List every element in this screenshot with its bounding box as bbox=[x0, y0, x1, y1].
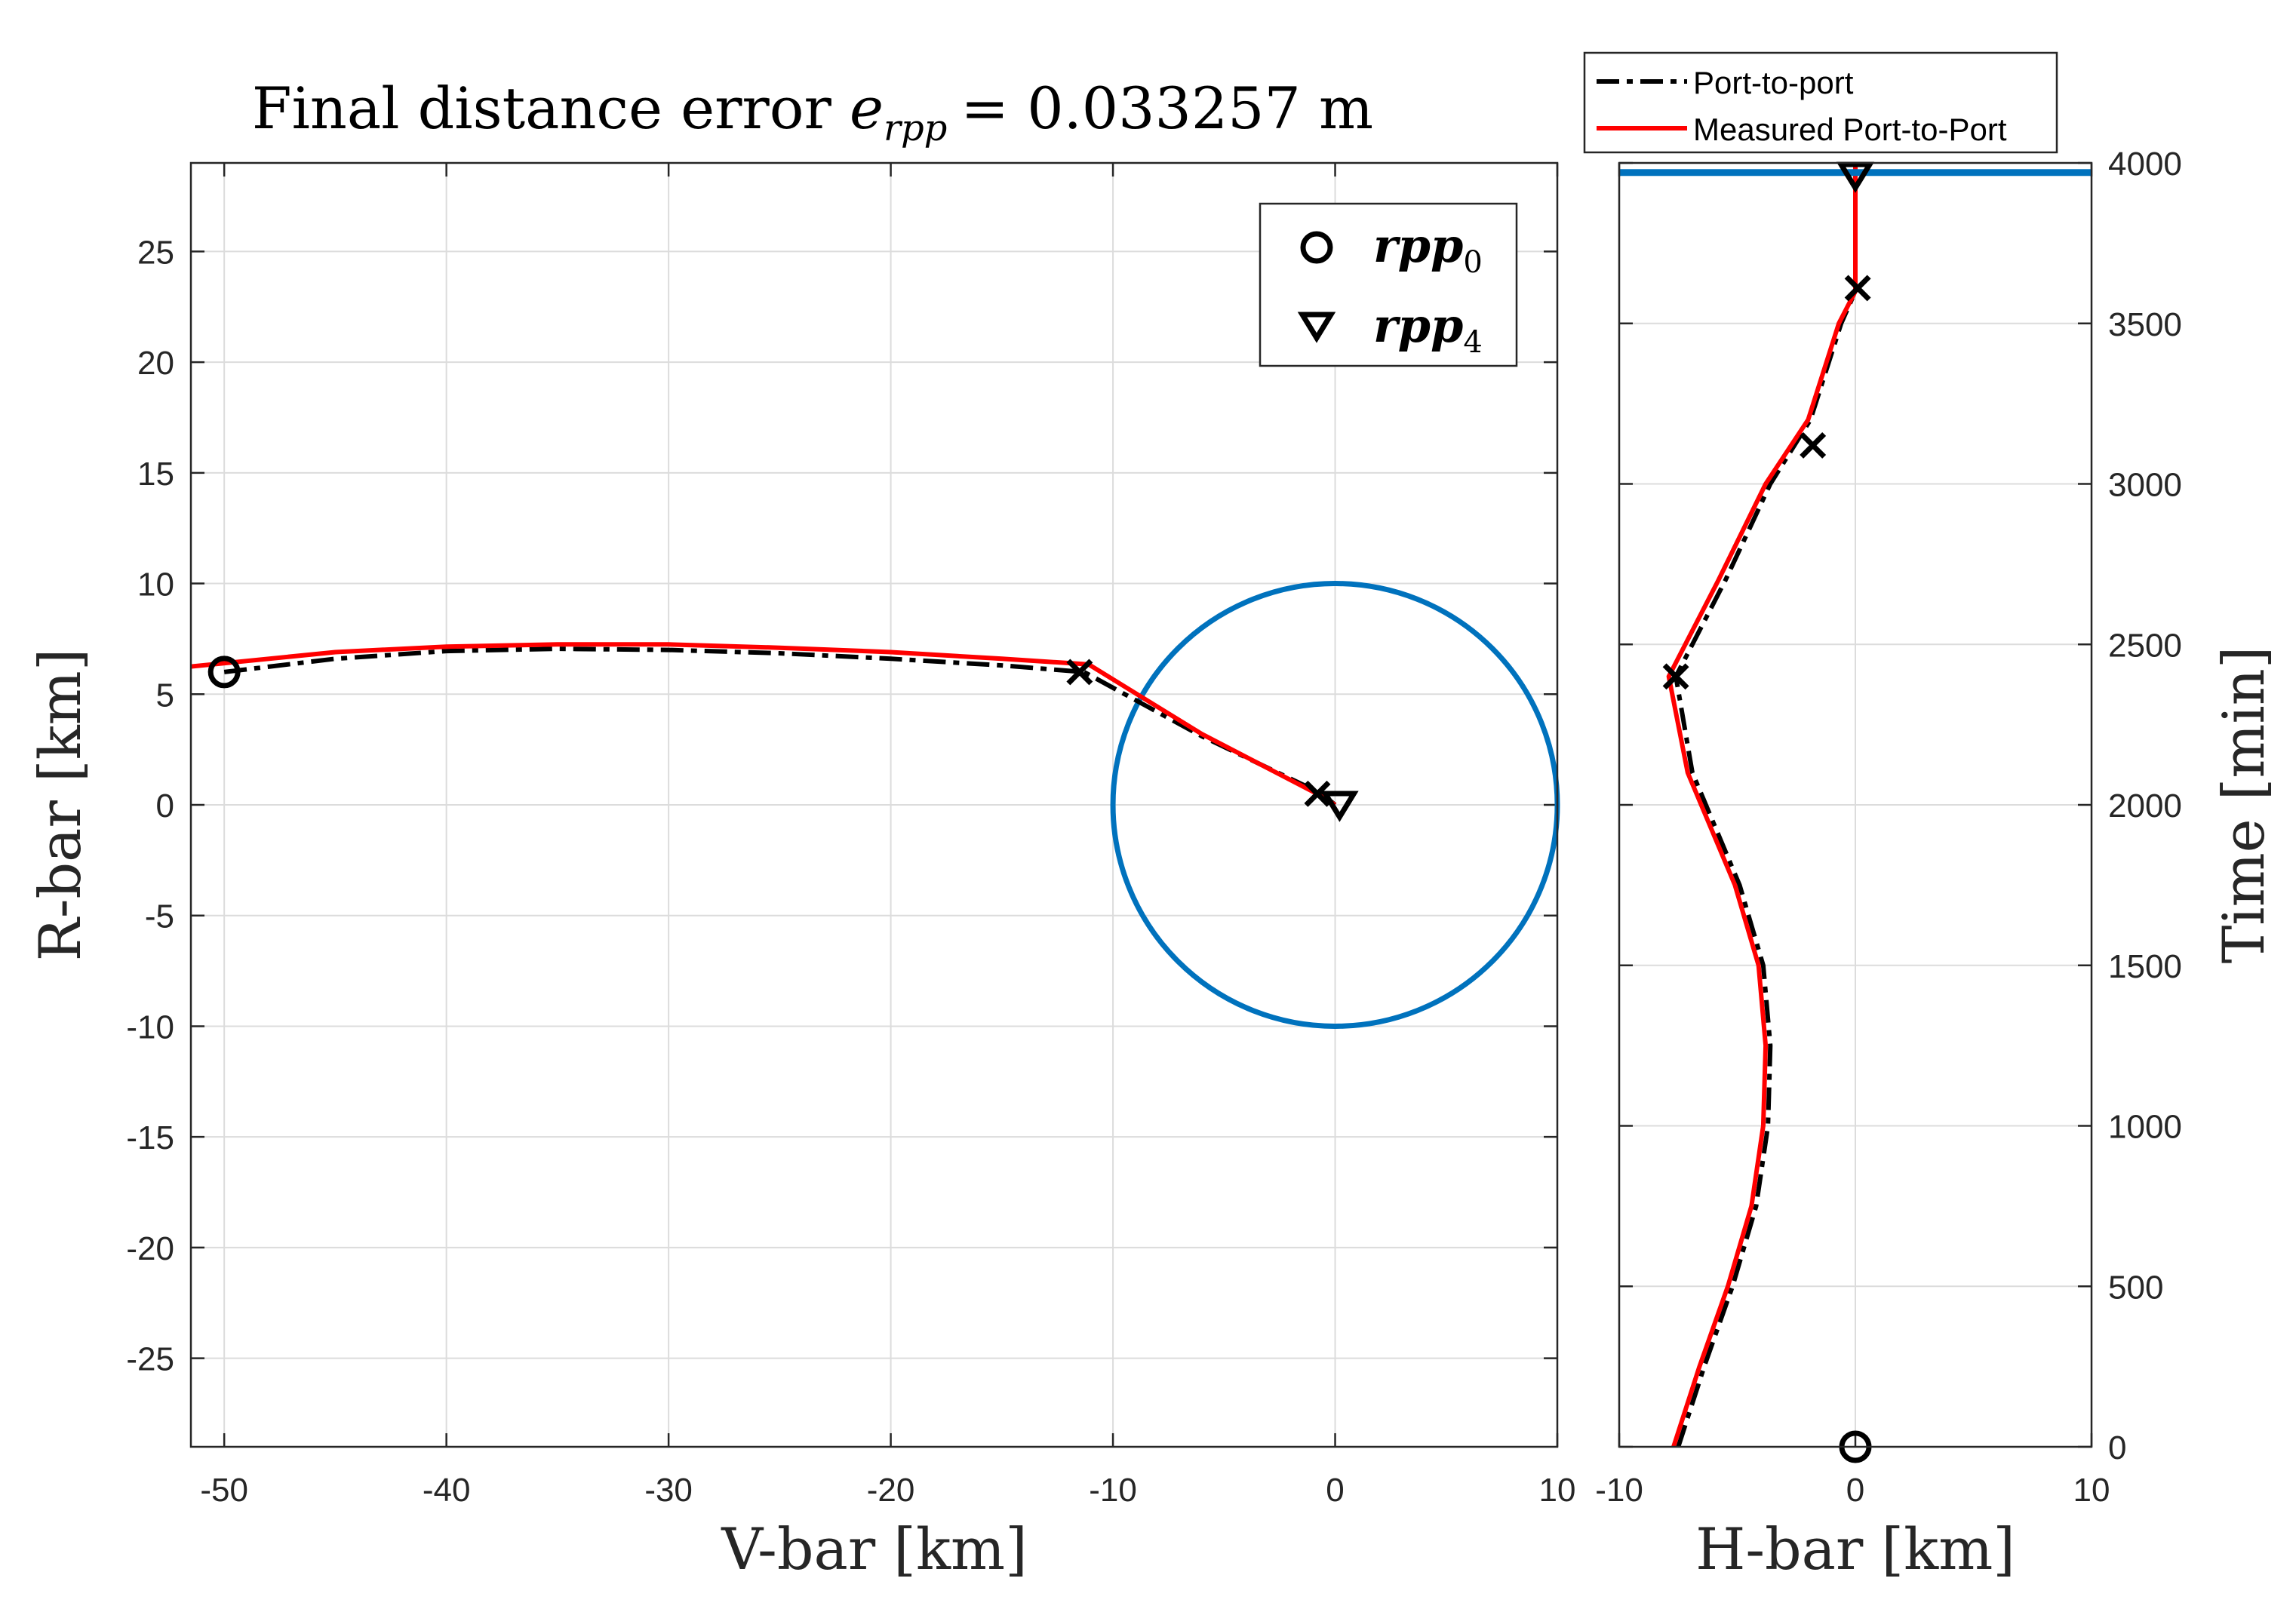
right-x-tick-label: -10 bbox=[1595, 1472, 1643, 1509]
right-x-marker bbox=[1844, 275, 1871, 302]
left-y-tick-label: -5 bbox=[145, 898, 174, 935]
right-x-tick-label: 0 bbox=[1846, 1472, 1864, 1509]
left-plot-frame bbox=[189, 161, 1559, 1448]
right-tick-labels: -10 0 10 0 500 1000 1500 2000 2500 3000 3500 4000 bbox=[1595, 146, 2182, 1509]
left-x-tick-label: 10 bbox=[1539, 1472, 1576, 1509]
left-measured-line bbox=[190, 642, 1337, 807]
left-x-axis-label: V-bar [km] bbox=[721, 1515, 1027, 1583]
left-y-tick-label: 10 bbox=[137, 567, 174, 603]
right-y-tick-label: 1000 bbox=[2108, 1109, 2182, 1146]
left-y-tick-label: 5 bbox=[156, 677, 174, 714]
left-markers bbox=[207, 656, 1359, 822]
left-x-tick-label: -50 bbox=[200, 1472, 248, 1509]
left-x-tick-label: -20 bbox=[867, 1472, 915, 1509]
left-y-tick-label: 20 bbox=[137, 345, 174, 382]
right-y-tick-label: 3000 bbox=[2108, 467, 2182, 504]
right-y-tick-label: 1500 bbox=[2108, 948, 2182, 985]
right-plot: -10 0 10 0 500 1000 1500 2000 2500 3000 3500 4000 H… bbox=[1583, 51, 2277, 1583]
title-symbol: e bbox=[850, 75, 884, 142]
left-x-tick-label: -30 bbox=[644, 1472, 693, 1509]
left-triangle-marker bbox=[1320, 791, 1359, 822]
legend-label-rpp4: rpp4 bbox=[1373, 298, 1483, 360]
left-y-tick-label: 0 bbox=[156, 788, 174, 824]
left-legend-box bbox=[1259, 202, 1518, 367]
left-legend: rpp0 rpp4 bbox=[1259, 202, 1518, 367]
left-y-tick-label: -20 bbox=[126, 1230, 174, 1267]
right-plot-frame bbox=[1618, 161, 2093, 1448]
title-subscript: rpp bbox=[884, 107, 947, 149]
left-y-tick-label: 25 bbox=[137, 234, 174, 271]
legend-label-measured-port-to-port: Measured Port-to-Port bbox=[1693, 112, 2007, 147]
left-y-tick-label: 15 bbox=[137, 456, 174, 493]
right-triangle-marker bbox=[1836, 161, 1875, 193]
left-x-tick-label: -40 bbox=[423, 1472, 471, 1509]
left-plot: -50 -40 -30 -20 -10 0 10-25-20-15-10-505101520… bbox=[26, 75, 1575, 1583]
right-y-tick-label: 3500 bbox=[2108, 306, 2182, 343]
left-title: Final distance error erpp = 0.033257 m bbox=[252, 75, 1373, 149]
right-x-marker bbox=[1662, 663, 1689, 690]
legend-label-port-to-port: Port-to-port bbox=[1693, 65, 1854, 100]
left-y-tick-label: -15 bbox=[126, 1119, 174, 1156]
left-ticks bbox=[191, 163, 1559, 1447]
left-y-tick-label: -25 bbox=[126, 1341, 174, 1378]
right-legend-box bbox=[1583, 51, 2058, 154]
left-y-axis-label: R-bar [km] bbox=[26, 649, 94, 962]
right-y-tick-label: 500 bbox=[2108, 1269, 2163, 1306]
left-y-tick-label: -10 bbox=[126, 1009, 174, 1045]
right-legend: Port-to-port Measured Port-to-Port bbox=[1583, 51, 2058, 154]
right-measured-line bbox=[1666, 163, 1858, 1448]
right-x-marker bbox=[1800, 431, 1827, 459]
right-x-tick-label: 10 bbox=[2073, 1472, 2110, 1509]
legend-circle-marker-icon bbox=[1300, 231, 1333, 264]
title-prefix: Final distance error bbox=[252, 75, 832, 142]
left-circle-marker bbox=[207, 656, 241, 689]
left-x-marker bbox=[1304, 780, 1331, 807]
left-x-tick-label: 0 bbox=[1326, 1472, 1344, 1509]
legend-triangle-marker-icon bbox=[1297, 312, 1336, 343]
right-series bbox=[1619, 163, 2092, 1448]
legend-label-rpp0: rpp0 bbox=[1373, 218, 1483, 280]
right-y-axis-label: Time [min] bbox=[2210, 646, 2277, 964]
left-x-tick-label: -10 bbox=[1089, 1472, 1137, 1509]
right-y-tick-label: 4000 bbox=[2108, 146, 2182, 183]
right-y-tick-label: 2000 bbox=[2108, 788, 2182, 824]
right-y-tick-label: 0 bbox=[2108, 1429, 2126, 1466]
right-x-axis-label: H-bar [km] bbox=[1695, 1515, 2015, 1583]
right-y-tick-label: 2500 bbox=[2108, 627, 2182, 664]
title-value: = 0.033257 m bbox=[961, 75, 1373, 142]
left-tick-labels: -50 -40 -30 -20 -10 0 10-25-20-15-10-505101520… bbox=[126, 234, 1575, 1509]
left-x-marker bbox=[1066, 659, 1093, 686]
